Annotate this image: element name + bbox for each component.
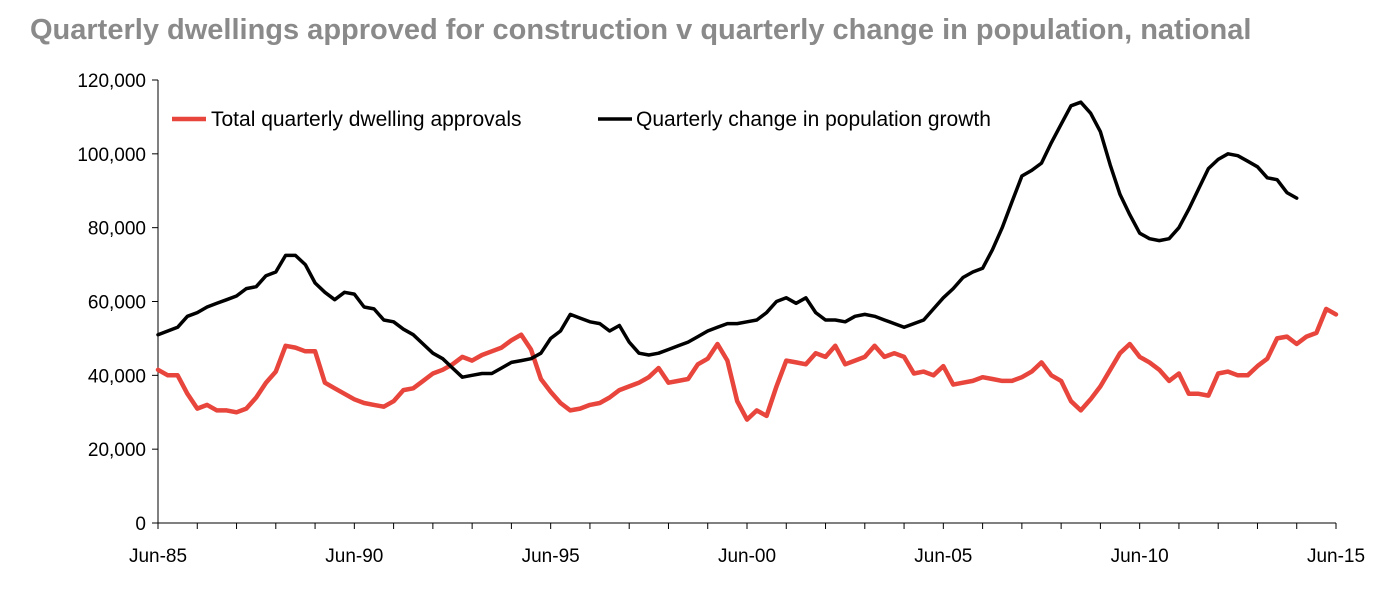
y-tick-label: 120,000 <box>77 71 146 92</box>
series-layer <box>155 100 1339 422</box>
y-axis-ticks: 0 20,000 40,000 60,000 80,000 100,000 120,000 <box>77 71 158 535</box>
axes <box>157 80 1336 524</box>
x-tick-label: Jun-10 <box>1111 546 1169 567</box>
y-tick-label: 60,000 <box>88 293 146 314</box>
x-tick-label: Jun-95 <box>522 546 580 567</box>
x-tick-label: Jun-90 <box>325 546 383 567</box>
series-line-dwelling-approvals <box>155 306 1339 422</box>
legend-label: Quarterly change in population growth <box>636 108 991 131</box>
legend-label: Total quarterly dwelling approvals <box>211 108 522 131</box>
series-line-population-change <box>156 100 1299 379</box>
x-axis-ticks: Jun-85 Jun-90 Jun-95 Jun-00 Jun-05 Jun-10 Jun-… <box>129 523 1365 567</box>
y-tick-label: 80,000 <box>88 219 146 240</box>
x-tick-label: Jun-00 <box>718 546 776 567</box>
chart-title: Quarterly dwellings approved for constru… <box>30 14 1252 46</box>
y-tick-label: 0 <box>135 514 146 535</box>
x-tick-label: Jun-05 <box>914 546 972 567</box>
y-tick-label: 20,000 <box>88 440 146 461</box>
x-tick-label: Jun-85 <box>129 546 187 567</box>
y-tick-label: 100,000 <box>77 145 146 166</box>
legend: Total quarterly dwelling approvals Quarte… <box>172 108 991 131</box>
x-tick-label: Jun-15 <box>1307 546 1365 567</box>
y-tick-label: 40,000 <box>88 366 146 387</box>
